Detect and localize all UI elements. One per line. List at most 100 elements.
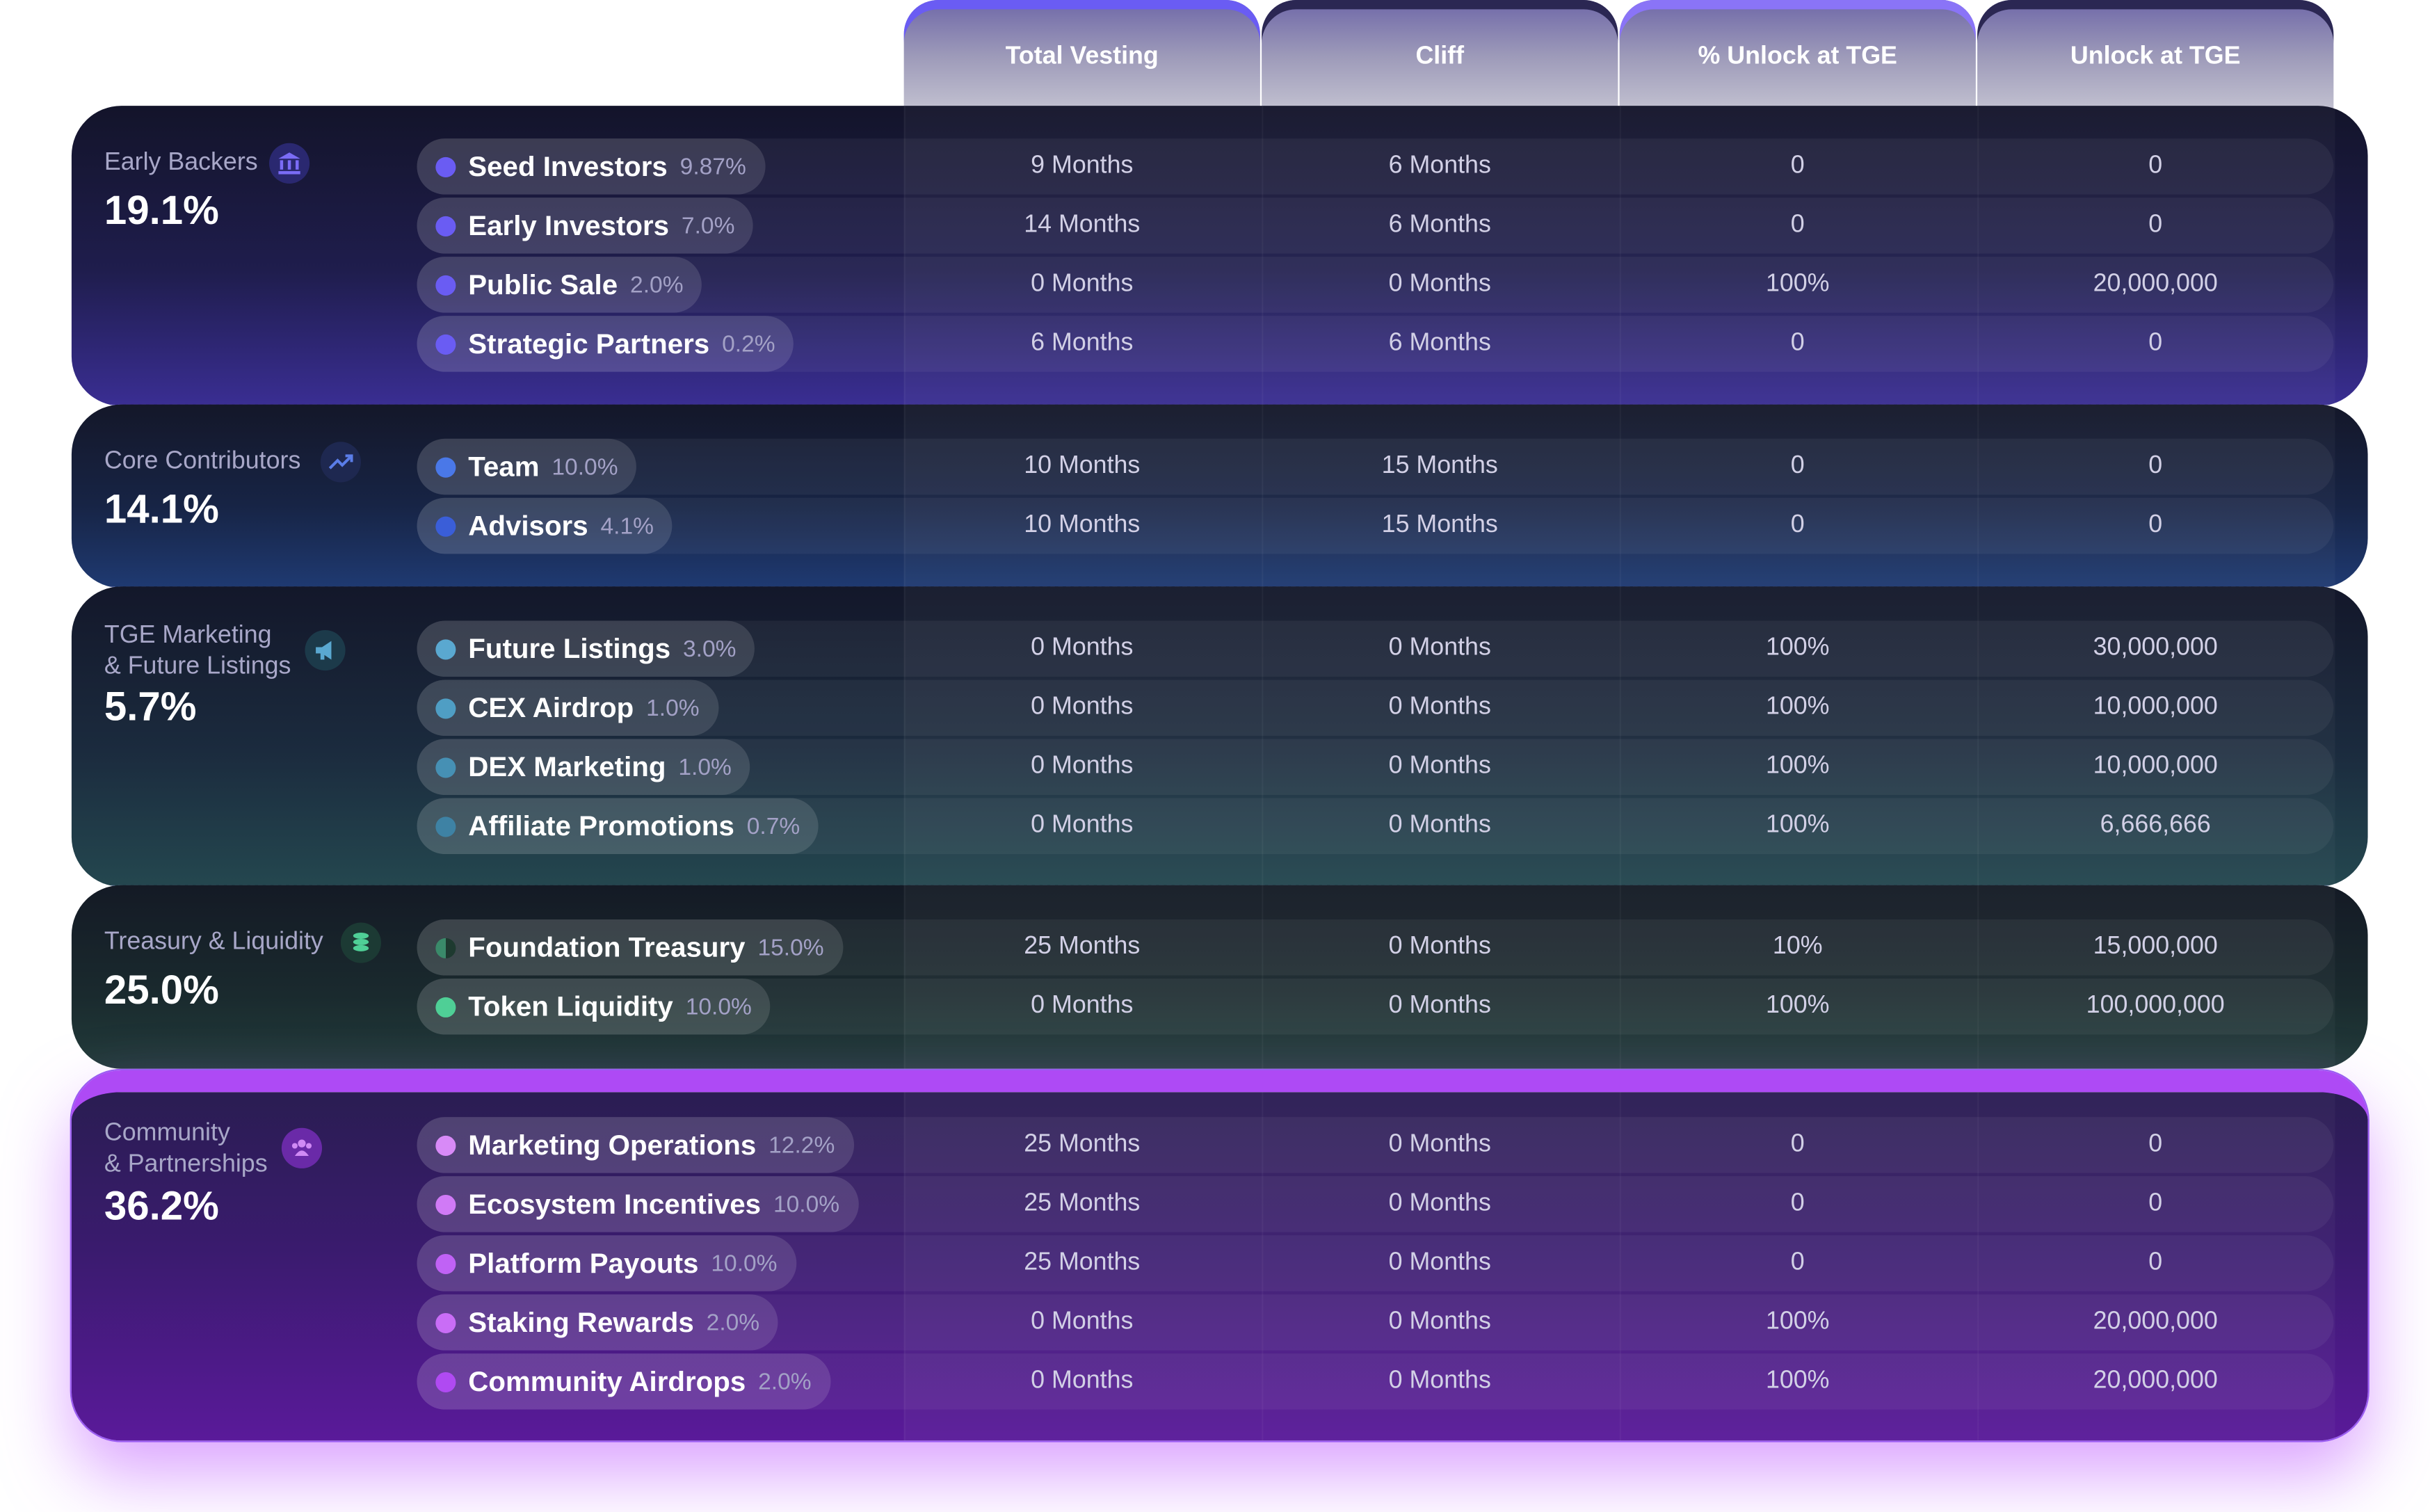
group-name-line: Early Backers	[104, 149, 258, 176]
dot-icon	[435, 1253, 456, 1273]
bank-icon	[268, 143, 310, 184]
allocation-name: Foundation Treasury	[468, 931, 746, 963]
allocation-pill: Seed Investors 9.87%	[417, 138, 765, 195]
cliff-cell: 15 Months	[1381, 511, 1498, 538]
unlock-percent-cell: 100%	[1765, 812, 1830, 839]
table-row: Ecosystem Incentives 10.0% 25 Months 0 Mo…	[417, 1176, 2334, 1232]
dot-icon	[435, 937, 456, 958]
total-vesting-cell: 25 Months	[1024, 1249, 1141, 1276]
total-vesting-cell: 25 Months	[1024, 1131, 1141, 1158]
total-vesting-cell: 14 Months	[1024, 211, 1141, 239]
group-name-line: & Future Listings	[104, 653, 291, 680]
group-name-line: Core Contributors	[104, 448, 301, 475]
group-tge-marketing: TGE Marketing & Future Listings 5.7% Futu…	[71, 586, 2368, 887]
dot-icon	[435, 1371, 456, 1392]
column-band	[1619, 885, 1977, 1069]
cliff-cell: 0 Months	[1388, 1190, 1491, 1217]
unlock-amount-cell: 30,000,000	[2093, 634, 2218, 661]
cliff-cell: 6 Months	[1388, 211, 1491, 239]
column-band	[903, 106, 1262, 406]
allocation-percent: 2.0%	[758, 1368, 812, 1395]
unlock-percent-cell: 10%	[1772, 933, 1823, 960]
column-header-label: Cliff	[1415, 43, 1465, 70]
cliff-cell: 0 Months	[1388, 992, 1491, 1020]
total-vesting-cell: 0 Months	[1031, 992, 1134, 1020]
dot-icon	[435, 156, 456, 177]
total-vesting-cell: 0 Months	[1031, 271, 1134, 298]
table-row: Marketing Operations 12.2% 25 Months 0 Mo…	[417, 1117, 2334, 1173]
allocation-pill: Early Investors 7.0%	[417, 198, 754, 254]
allocation-pill: Staking Rewards 2.0%	[417, 1294, 779, 1351]
allocation-percent: 10.0%	[773, 1191, 840, 1218]
group-name: Community & Partnerships	[104, 1118, 268, 1180]
dot-icon	[435, 215, 456, 236]
cliff-cell: 0 Months	[1388, 1367, 1491, 1394]
unlock-amount-cell: 20,000,000	[2093, 1367, 2218, 1394]
cliff-cell: 0 Months	[1388, 1131, 1491, 1158]
table-row: Staking Rewards 2.0% 0 Months 0 Months 10…	[417, 1294, 2334, 1351]
allocation-name: Token Liquidity	[468, 990, 673, 1022]
allocation-name: Marketing Operations	[468, 1128, 757, 1160]
allocation-name: Future Listings	[468, 632, 671, 664]
unlock-percent-cell: 100%	[1765, 634, 1830, 661]
unlock-percent-cell: 0	[1790, 1190, 1805, 1217]
allocation-pill: Public Sale 2.0%	[417, 257, 702, 313]
column-band	[1977, 404, 2335, 588]
column-header-label: Unlock at TGE	[2070, 43, 2241, 70]
column-band	[1977, 106, 2335, 406]
column-header-total-vesting: Total Vesting	[903, 0, 1260, 113]
group-percent: 5.7%	[104, 682, 197, 730]
group-percent: 36.2%	[104, 1182, 219, 1230]
unlock-percent-cell: 0	[1790, 211, 1805, 239]
group-name-line: Community	[104, 1120, 230, 1147]
column-header-unlock-percent: % Unlock at TGE	[1619, 0, 1976, 113]
column-band	[903, 1092, 1262, 1441]
group-name: Treasury & Liquidity	[104, 927, 323, 958]
allocation-name: Advisors	[468, 509, 588, 541]
allocation-percent: 15.0%	[757, 934, 824, 961]
column-header-label: % Unlock at TGE	[1698, 43, 1897, 70]
total-vesting-cell: 25 Months	[1024, 933, 1141, 960]
table-row: CEX Airdrop 1.0% 0 Months 0 Months 100% 1…	[417, 679, 2334, 737]
column-band	[1262, 404, 1619, 588]
unlock-amount-cell: 0	[2148, 452, 2163, 479]
total-vesting-cell: 0 Months	[1031, 1308, 1134, 1335]
allocation-percent: 0.7%	[746, 812, 800, 839]
users-icon	[281, 1127, 323, 1168]
column-band	[1619, 106, 1977, 406]
allocation-name: DEX Marketing	[468, 750, 666, 782]
unlock-percent-cell: 0	[1790, 452, 1805, 479]
group-core-contributors: Core Contributors 14.1% Team 10.0% 10 Mon…	[71, 404, 2368, 588]
allocation-pill: Strategic Partners 0.2%	[417, 316, 794, 372]
group-percent: 19.1%	[104, 186, 219, 234]
table-row: Token Liquidity 10.0% 0 Months 0 Months 1…	[417, 979, 2334, 1035]
table-row: Platform Payouts 10.0% 25 Months 0 Months…	[417, 1235, 2334, 1292]
column-band	[1619, 586, 1977, 887]
column-band	[1262, 586, 1619, 887]
allocation-percent: 10.0%	[552, 453, 618, 481]
column-band	[1977, 1092, 2335, 1441]
allocation-name: Team	[468, 450, 540, 482]
allocation-pill: Marketing Operations 12.2%	[417, 1117, 854, 1173]
group-percent: 14.1%	[104, 485, 219, 533]
cliff-cell: 0 Months	[1388, 1249, 1491, 1276]
dot-icon	[435, 333, 456, 354]
allocation-pill: Affiliate Promotions 0.7%	[417, 798, 819, 855]
column-band	[1262, 106, 1619, 406]
table-row: Early Investors 7.0% 14 Months 6 Months 0…	[417, 198, 2334, 254]
allocation-percent: 9.87%	[679, 153, 746, 180]
table-row: Seed Investors 9.87% 9 Months 6 Months 0 …	[417, 138, 2334, 195]
allocation-name: Early Investors	[468, 209, 670, 241]
column-band	[1262, 885, 1619, 1069]
unlock-amount-cell: 0	[2148, 511, 2163, 538]
cliff-cell: 15 Months	[1381, 452, 1498, 479]
table-row: Foundation Treasury 15.0% 25 Months 0 Mon…	[417, 919, 2334, 976]
unlock-amount-cell: 0	[2148, 330, 2163, 357]
allocation-name: Seed Investors	[468, 150, 668, 182]
dot-icon	[435, 1312, 456, 1333]
allocation-pill: Token Liquidity 10.0%	[417, 979, 771, 1035]
dot-icon	[435, 1193, 456, 1214]
total-vesting-cell: 10 Months	[1024, 452, 1141, 479]
unlock-percent-cell: 100%	[1765, 1308, 1830, 1335]
